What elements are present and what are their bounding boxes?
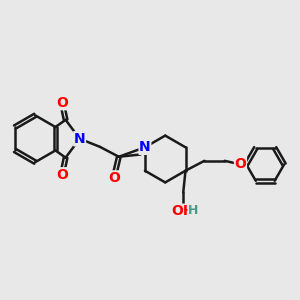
Text: OH: OH [172, 204, 195, 218]
Text: O: O [56, 168, 68, 182]
Text: H: H [188, 204, 198, 217]
Text: N: N [139, 140, 151, 154]
Text: O: O [108, 171, 120, 185]
Text: N: N [74, 132, 85, 146]
Text: O: O [56, 96, 68, 110]
Text: O: O [235, 158, 246, 171]
